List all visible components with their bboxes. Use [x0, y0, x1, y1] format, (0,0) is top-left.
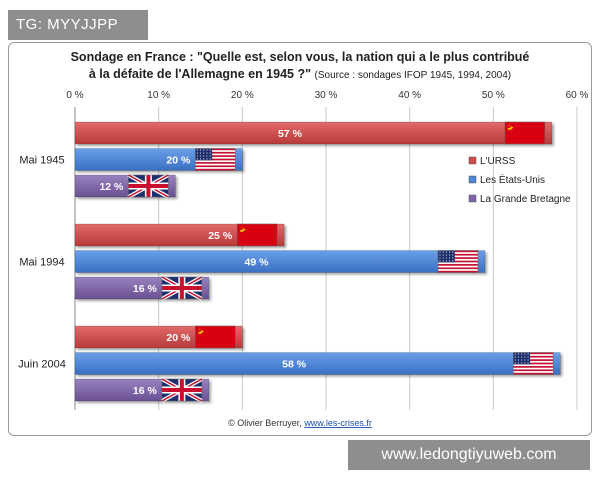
flag-usa-icon	[195, 148, 236, 171]
flag-uk-icon	[160, 377, 203, 403]
x-tick-label: 40 %	[398, 90, 421, 101]
bar	[74, 121, 553, 145]
channel-badge: TG: MYYJJPP	[8, 10, 148, 40]
flag-ussr-icon	[504, 121, 546, 145]
chart-title-line2: à la défaite de l'Allemagne en 1945 ?" (…	[0, 67, 600, 81]
data-label: 57 %	[278, 128, 303, 140]
x-tick-label: 10 %	[147, 90, 170, 101]
data-label: 58 %	[282, 359, 307, 371]
category-label: Mai 1994	[19, 257, 64, 269]
site-watermark: www.ledongtiyuweb.com	[348, 440, 590, 470]
data-label: 20 %	[166, 155, 191, 167]
category-label: Mai 1945	[19, 155, 64, 167]
legend-swatch	[468, 194, 477, 203]
flag-uk-icon	[127, 173, 170, 199]
legend-swatch	[468, 175, 477, 184]
flag-usa-icon	[513, 352, 554, 375]
legend-label: La Grande Bretagne	[480, 194, 571, 205]
x-tick-label: 0 %	[66, 90, 83, 101]
category-label: Juin 2004	[18, 359, 66, 371]
legend-label: Les États-Unis	[480, 173, 545, 186]
flag-uk-icon	[160, 275, 203, 301]
chart-credit: © Olivier Berruyer, www.les-crises.fr	[228, 418, 372, 428]
bar	[74, 352, 561, 375]
data-label: 16 %	[133, 385, 158, 397]
chart-title-line2-text: à la défaite de l'Allemagne en 1945 ?"	[88, 67, 312, 81]
data-label: 16 %	[133, 283, 158, 295]
flag-usa-icon	[437, 250, 479, 273]
credit-link[interactable]: www.les-crises.fr	[303, 418, 372, 428]
credit-author: © Olivier Berruyer,	[228, 418, 304, 428]
x-tick-label: 60 %	[566, 90, 589, 101]
legend-label: L'URSS	[480, 156, 516, 167]
x-tick-label: 30 %	[315, 90, 338, 101]
chart-subtitle: (Source : sondages IFOP 1945, 1994, 2004…	[314, 70, 512, 81]
legend-swatch	[468, 156, 477, 165]
data-label: 49 %	[245, 257, 270, 269]
bar	[74, 223, 285, 247]
data-label: 25 %	[208, 230, 233, 242]
flag-ussr-icon	[195, 325, 236, 349]
chart-title: Sondage en France : "Quelle est, selon v…	[70, 50, 530, 64]
data-label: 12 %	[99, 181, 124, 193]
x-tick-label: 20 %	[231, 90, 254, 101]
flag-ussr-icon	[236, 223, 278, 247]
bar	[74, 250, 486, 273]
x-tick-label: 50 %	[482, 90, 505, 101]
data-label: 20 %	[166, 332, 191, 344]
